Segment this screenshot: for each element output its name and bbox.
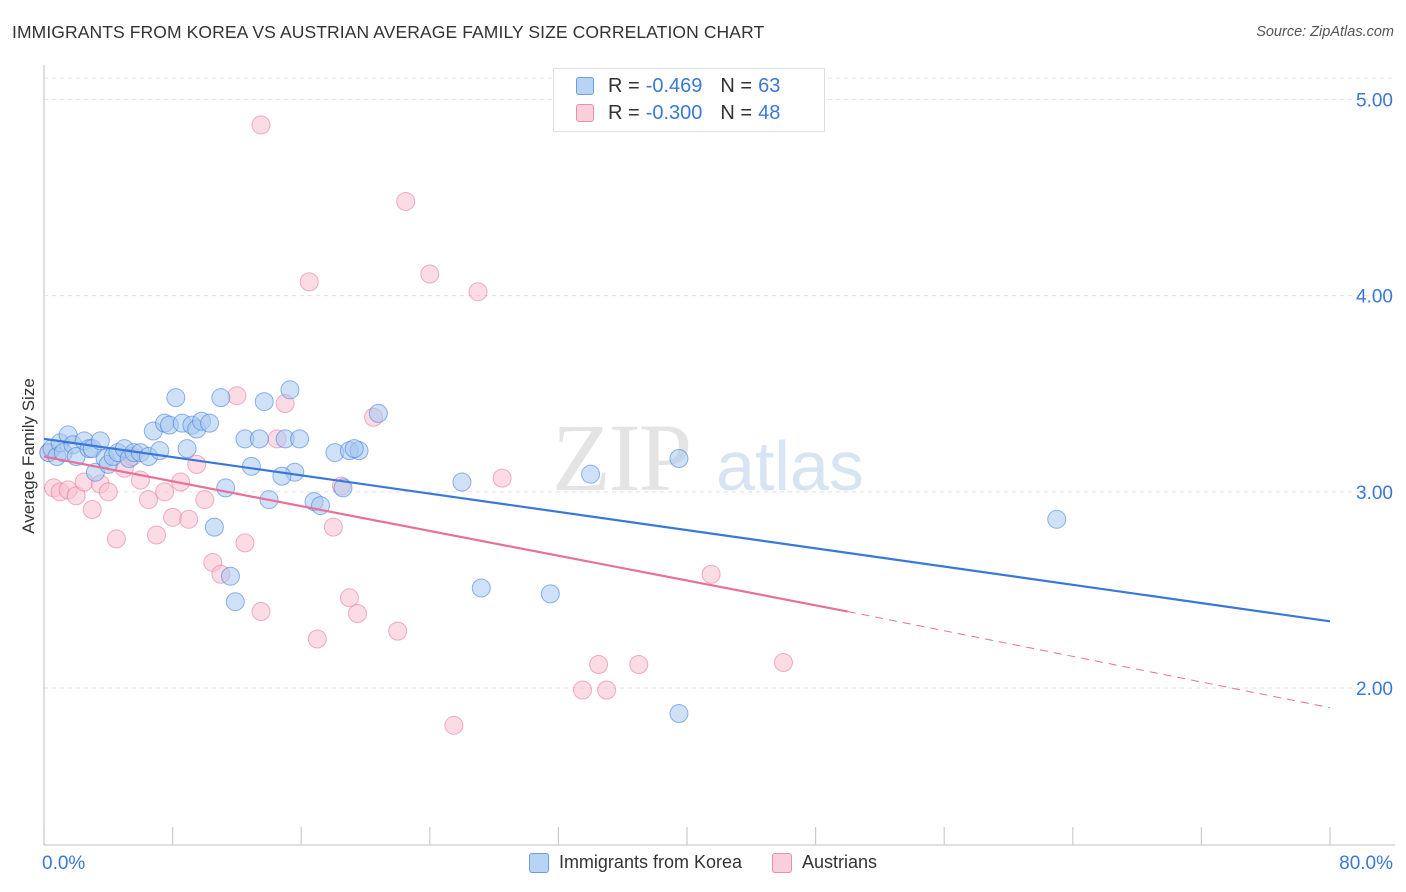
watermark: ZIP atlas [552,404,864,511]
legend-label-korea: Immigrants from Korea [558,852,742,872]
data-point-austrians [347,603,367,623]
x-tick-label: 0.0% [42,853,85,874]
legend-swatch-korea [576,77,594,95]
trend-line-austrians [43,455,848,613]
data-point-austrians [82,499,102,519]
data-point-korea [540,584,560,604]
data-point-korea [200,413,220,433]
legend-label-austrians: Austrians [802,852,878,872]
data-point-korea [254,392,274,412]
data-point-austrians [597,680,617,700]
data-point-korea [368,403,388,423]
data-point-austrians [492,468,512,488]
data-point-korea [581,464,601,484]
data-point-korea [333,478,353,498]
legend-swatch-austrians [772,852,792,873]
data-point-korea [272,466,292,486]
data-point-austrians [573,680,593,700]
y-tick-label: 5.00 [1356,90,1393,111]
data-point-korea [166,388,186,408]
x-tick-labels: 0.0% 80.0% [42,853,1393,874]
watermark-zip: ZIP [552,404,690,511]
legend-r-value: -0.469 [645,74,703,97]
data-point-austrians [589,654,609,674]
legend-swatch-austrians [576,104,594,122]
data-point-korea [344,439,364,459]
y-tick-label: 3.00 [1356,483,1393,504]
data-point-austrians [227,386,247,406]
data-point-austrians [388,621,408,641]
data-point-korea [1047,509,1067,529]
data-point-austrians [106,529,126,549]
data-point-austrians [396,191,416,211]
data-point-austrians [155,482,175,502]
legend-swatch-korea [528,852,549,873]
stats-legend: R = -0.469 N = 63 R = -0.300 N = 48 [553,68,825,132]
legend-r-value: -0.300 [645,101,703,124]
legend-r-label: R = [608,101,640,124]
data-point-korea [290,429,310,449]
data-point-austrians [179,509,199,529]
grid-lines [44,77,1395,689]
data-point-korea [452,472,472,492]
legend-item-korea[interactable]: Immigrants from Korea [528,852,742,873]
data-point-korea [280,380,300,400]
watermark-atlas: atlas [716,427,864,505]
legend-n-value: 48 [758,101,781,124]
data-point-korea [177,439,197,459]
trend-line-austrians-extrapolated [847,611,1331,709]
data-point-korea [216,478,236,498]
data-point-austrians [163,507,183,527]
data-point-austrians [251,602,271,622]
trend-lines [43,437,1331,709]
chart-title: IMMIGRANTS FROM KOREA VS AUSTRIAN AVERAG… [12,22,765,42]
data-point-austrians [147,525,167,545]
data-point-austrians [339,588,359,608]
data-point-korea [249,429,269,449]
data-point-korea [211,388,231,408]
data-point-austrians [307,629,327,649]
y-tick-labels: 2.00 3.00 4.00 5.00 [1356,90,1393,700]
data-point-austrians [468,282,488,302]
data-point-austrians [420,264,440,284]
series-legend: Immigrants from Korea Austrians [0,852,1406,873]
legend-r-label: R = [608,74,640,97]
legend-row-korea: R = -0.469 N = 63 [576,73,780,99]
data-point-austrians [235,533,255,553]
x-tick-label: 80.0% [1339,853,1393,874]
data-point-austrians [323,517,343,537]
data-point-korea [204,517,224,537]
data-point-korea [220,566,240,586]
data-point-korea [225,592,245,612]
data-point-austrians [773,653,793,673]
legend-n-label: N = [720,74,753,97]
data-point-austrians [701,564,721,584]
data-point-korea [669,448,689,468]
data-point-austrians [444,715,464,735]
legend-n-value: 63 [758,74,781,97]
y-tick-label: 4.00 [1356,287,1393,308]
data-point-austrians [187,454,207,474]
data-point-korea [669,704,689,724]
data-point-austrians [195,490,215,510]
legend-item-austrians[interactable]: Austrians [772,852,877,873]
y-tick-label: 2.00 [1356,679,1393,700]
data-point-austrians [98,482,118,502]
y-axis-label: Average Family Size [19,378,38,534]
legend-row-austrians: R = -0.300 N = 48 [576,100,780,126]
data-point-austrians [138,490,158,510]
data-point-austrians [299,272,319,292]
data-point-korea [471,578,491,598]
axes [43,65,1395,846]
data-point-austrians [251,115,271,135]
legend-n-label: N = [720,101,753,124]
data-point-austrians [629,654,649,674]
trend-line-korea [43,437,1331,623]
source-label: Source: ZipAtlas.com [1256,24,1394,40]
